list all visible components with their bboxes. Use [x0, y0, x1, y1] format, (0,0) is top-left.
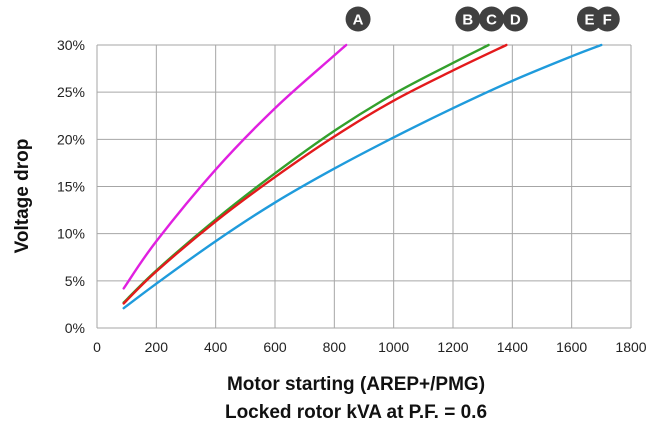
marker-label: B [462, 12, 473, 29]
series-line-a [122, 43, 348, 290]
series-line-b [122, 43, 490, 304]
marker-label: A [353, 12, 364, 29]
x-tick-label: 200 [145, 339, 169, 355]
x-tick-label: 1800 [615, 339, 646, 355]
grid [96, 44, 632, 329]
marker-f: F [594, 6, 620, 32]
marker-label: C [486, 12, 497, 29]
x-tick-label: 800 [323, 339, 347, 355]
y-tick-label: 20% [57, 131, 85, 147]
x-tick-label: 1200 [437, 339, 468, 355]
series-line-e [122, 43, 603, 310]
x-tick-label: 1000 [378, 339, 409, 355]
y-tick-label: 5% [65, 273, 85, 289]
marker-circle [594, 6, 620, 32]
x-tick-label: 600 [263, 339, 287, 355]
marker-circle [502, 6, 528, 32]
marker-label: D [510, 12, 521, 29]
y-tick-label: 25% [57, 84, 85, 100]
y-tick-label: 0% [65, 320, 85, 336]
x-tick-label: 0 [93, 339, 101, 355]
marker-circle [345, 6, 371, 32]
y-axis-title: Voltage drop [12, 139, 33, 254]
marker-a: A [345, 6, 371, 32]
marker-circle [479, 6, 505, 32]
marker-c: C [479, 6, 505, 32]
x-axis-title: Motor starting (AREP+/PMG) [227, 374, 485, 395]
y-tick-label: 15% [57, 179, 85, 195]
x-tick-label: 400 [204, 339, 228, 355]
series-lines [122, 43, 603, 310]
x-tick-label: 1400 [497, 339, 528, 355]
y-tick-label: 10% [57, 226, 85, 242]
x-axis-subtitle: Locked rotor kVA at P.F. = 0.6 [225, 402, 487, 423]
marker-e: E [576, 6, 602, 32]
x-tick-label: 1600 [556, 339, 587, 355]
y-tick-label: 30% [57, 37, 85, 53]
series-line-c [122, 43, 508, 305]
y-tick-labels: 0% 5% 10% 15% 20% 25% 30% [57, 37, 85, 336]
marker-label: E [584, 12, 594, 29]
x-tick-labels: 0 200 400 600 800 1000 1200 1400 1600 1800 [93, 339, 647, 355]
marker-d: D [502, 6, 528, 32]
marker-label: F [603, 12, 612, 29]
marker-circle [455, 6, 481, 32]
marker-circle [576, 6, 602, 32]
marker-b: B [455, 6, 481, 32]
